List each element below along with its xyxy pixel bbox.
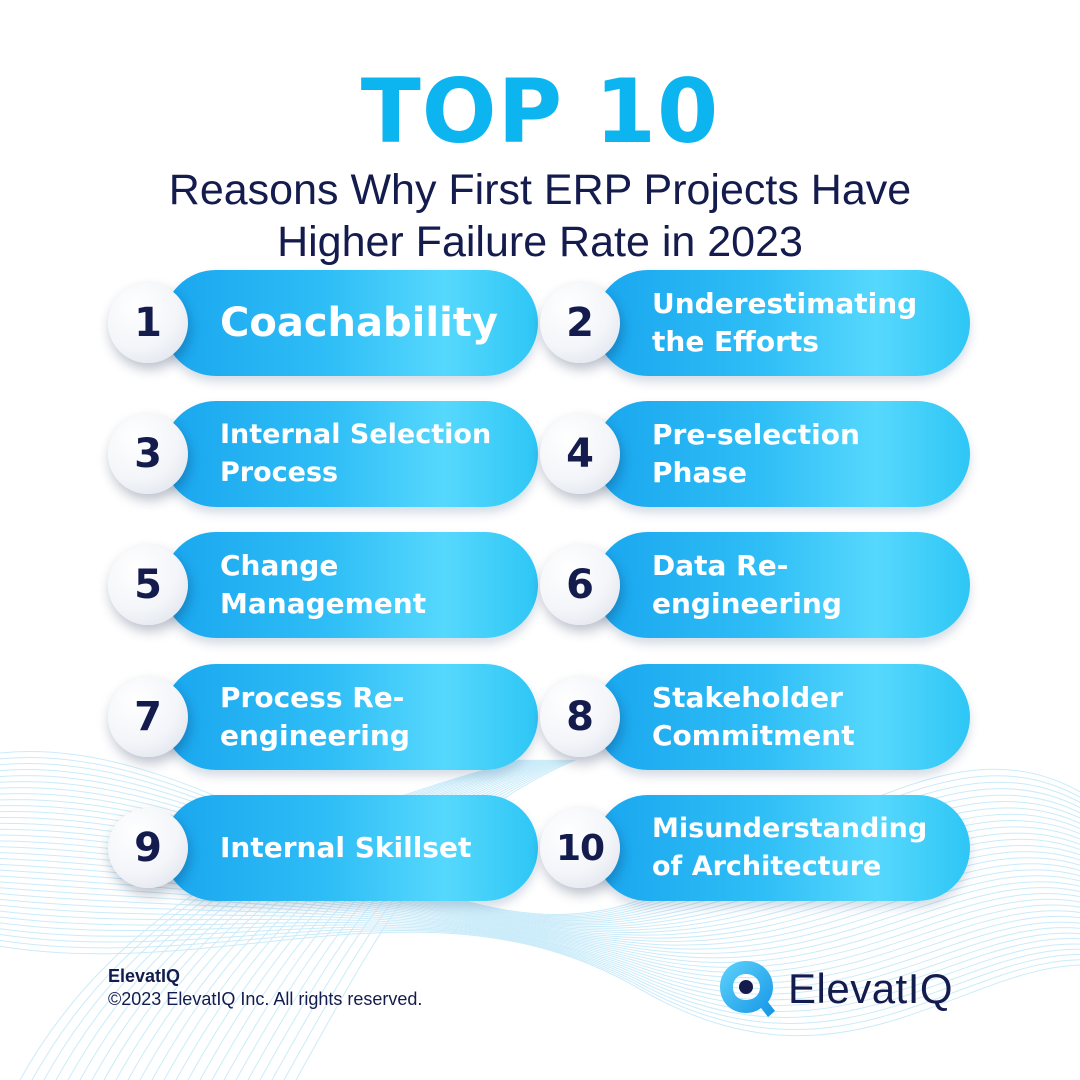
reason-label-line-1: Internal Selection xyxy=(220,419,492,450)
reason-label: Internal Selection Process xyxy=(220,401,530,507)
reason-label: Pre-selection Phase xyxy=(652,401,962,507)
wave-line xyxy=(0,787,1080,923)
reason-pill xyxy=(595,401,970,507)
subtitle-line-2: Higher Failure Rate in 2023 xyxy=(277,218,803,266)
wave-line xyxy=(0,751,1080,915)
wave-line xyxy=(0,875,1080,968)
reason-number-badge: 4 xyxy=(540,414,620,494)
reason-pill xyxy=(595,795,970,901)
reason-number-badge: 1 xyxy=(108,283,188,363)
reason-label: Data Re- engineering xyxy=(652,532,962,638)
reason-item-7: 7 Process Re- engineering xyxy=(108,664,538,770)
reason-pill xyxy=(163,795,538,901)
reason-label: Stakeholder Commitment xyxy=(652,664,962,770)
reason-label-line-2: engineering xyxy=(652,587,842,620)
wave-line xyxy=(0,904,1080,995)
reason-item-6: 6 Data Re- engineering xyxy=(540,532,970,638)
reason-label: Misunderstanding of Architecture xyxy=(652,795,962,901)
reason-label: Process Re- engineering xyxy=(220,664,530,770)
reason-item-8: 8 Stakeholder Commitment xyxy=(540,664,970,770)
reason-label-line-1: Process Re- xyxy=(220,681,405,714)
wave-line xyxy=(0,893,1080,984)
reason-number-badge: 6 xyxy=(540,545,620,625)
reason-pill xyxy=(595,270,970,376)
footer-brand: ElevatIQ xyxy=(108,966,181,986)
reason-pill xyxy=(163,270,538,376)
subtitle-line-1: Reasons Why First ERP Projects Have xyxy=(168,166,912,214)
reason-item-4: 4 Pre-selection Phase xyxy=(540,401,970,507)
reason-label-line-1: Stakeholder xyxy=(652,681,843,714)
reason-label-line-2: the Efforts xyxy=(652,325,819,358)
reason-number-badge: 8 xyxy=(540,677,620,757)
reason-label-line-1: Data Re- xyxy=(652,549,789,582)
brand-logo: ElevatIQ xyxy=(712,954,953,1024)
reason-label-line-2: Phase xyxy=(652,456,748,489)
wave-line xyxy=(0,757,1080,916)
reason-label-line-1: Change xyxy=(220,549,339,582)
wave-line xyxy=(0,930,1080,1030)
reason-pill xyxy=(163,532,538,638)
reason-pill xyxy=(163,664,538,770)
reason-item-9: 9 Internal Skillset xyxy=(108,795,538,901)
reason-number-badge: 9 xyxy=(108,808,188,888)
logo-text: ElevatIQ xyxy=(788,965,954,1012)
reason-number-badge: 2 xyxy=(540,283,620,363)
wave-line xyxy=(0,887,1080,979)
reason-label-line-2: of Architecture xyxy=(652,851,882,882)
reason-number-badge: 10 xyxy=(540,808,620,888)
wave-line xyxy=(0,916,1080,1007)
reason-label: Internal Skillset xyxy=(220,795,530,901)
reason-label-line-1: Internal Skillset xyxy=(220,831,472,864)
reason-label-line-2: Process xyxy=(220,457,339,488)
wave-line xyxy=(0,781,1080,922)
reason-label-line-1: Underestimating xyxy=(652,287,918,320)
reason-item-1: 1 Coachability xyxy=(108,270,538,376)
reason-item-3: 3 Internal Selection Process xyxy=(108,401,538,507)
reason-label-line-2: Commitment xyxy=(652,719,855,752)
wave-line xyxy=(0,881,1080,974)
reason-label-line-1: Pre-selection xyxy=(652,418,860,451)
reason-item-10: 10 Misunderstanding of Architecture xyxy=(540,795,970,901)
reason-pill xyxy=(163,401,538,507)
footer: ElevatIQ ©2023 ElevatIQ Inc. All rights … xyxy=(108,966,422,1010)
wave-line xyxy=(0,910,1080,1001)
page-title: TOP 10 xyxy=(360,60,720,163)
wave-line xyxy=(0,931,1080,1037)
reason-label: Underestimating the Efforts xyxy=(652,270,962,376)
reason-item-5: 5 Change Management xyxy=(108,532,538,638)
wave-line xyxy=(0,763,1080,918)
reason-label-line-1: Coachability xyxy=(220,300,498,346)
reason-label-line-1: Misunderstanding xyxy=(652,813,928,844)
reason-number-badge: 7 xyxy=(108,677,188,757)
reason-item-2: 2 Underestimating the Efforts xyxy=(540,270,970,376)
reason-pill xyxy=(595,664,970,770)
reason-label: Coachability xyxy=(220,270,530,376)
reason-label-line-2: Management xyxy=(220,587,427,620)
reason-number-badge: 5 xyxy=(108,545,188,625)
reason-number-badge: 3 xyxy=(108,414,188,494)
reason-pill xyxy=(595,532,970,638)
wave-line xyxy=(0,769,1080,919)
wave-line xyxy=(0,775,1080,920)
header: TOP 10 Reasons Why First ERP Projects Ha… xyxy=(0,62,1080,268)
wave-line xyxy=(0,928,1080,1024)
footer-copyright: ©2023 ElevatIQ Inc. All rights reserved. xyxy=(108,989,423,1009)
reason-label-line-2: engineering xyxy=(220,719,410,752)
wave-line xyxy=(0,898,1080,990)
reason-label: Change Management xyxy=(220,532,530,638)
wave-line xyxy=(0,926,1080,1018)
magnifier-q-logo-icon xyxy=(720,961,775,1017)
